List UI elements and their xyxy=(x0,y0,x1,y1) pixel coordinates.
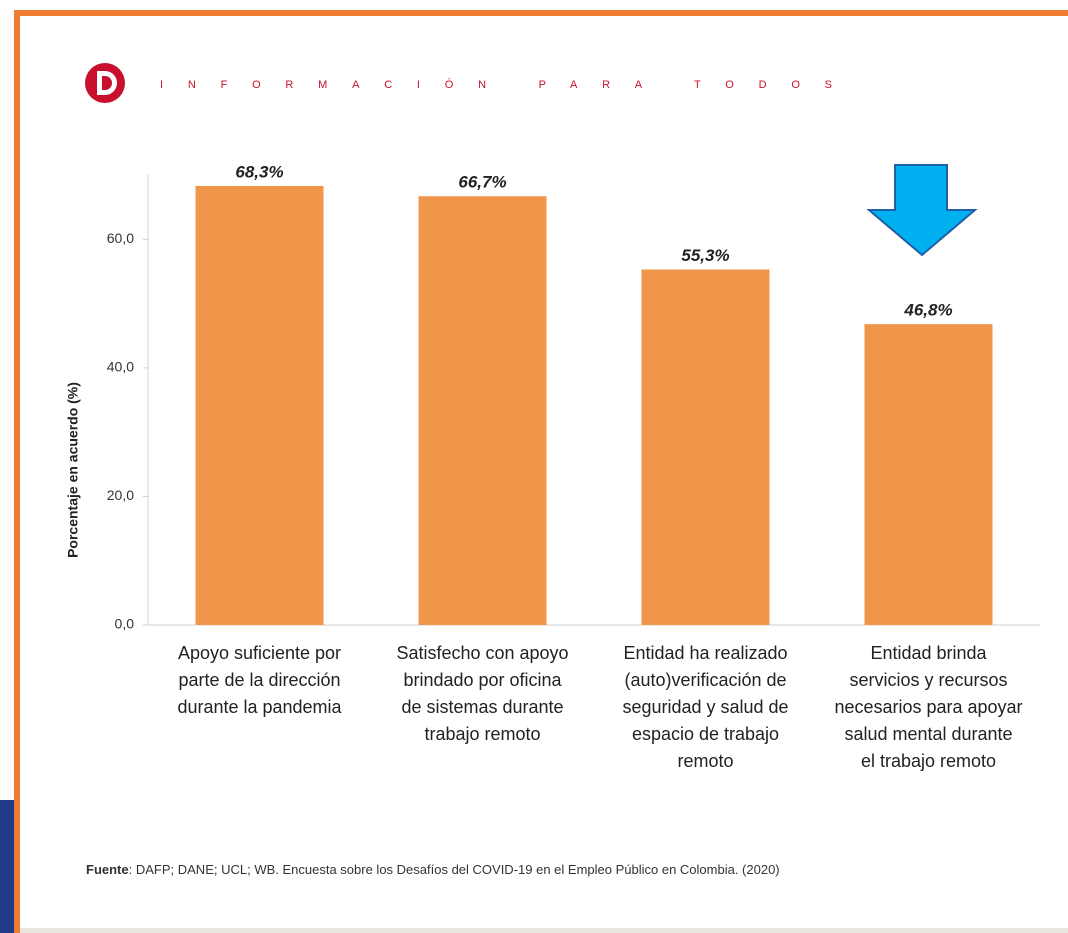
y-axis-label: Porcentaje en acuerdo (%) xyxy=(65,382,81,558)
top-border xyxy=(14,10,1068,16)
y-tick-label: 20,0 xyxy=(107,487,134,503)
value-label: 46,8% xyxy=(903,301,952,320)
x-tick-label: Satisfecho con apoyo brindado por oficin… xyxy=(396,643,569,744)
y-tick-label: 60,0 xyxy=(107,230,134,246)
bar xyxy=(418,196,547,625)
value-label: 66,7% xyxy=(458,173,506,192)
y-tick-label: 40,0 xyxy=(107,359,134,375)
bar xyxy=(641,269,770,625)
source: Fuente: DAFP; DANE; UCL; WB. Encuesta so… xyxy=(86,862,780,877)
value-label: 68,3% xyxy=(235,162,283,181)
arrow xyxy=(866,164,978,257)
logo xyxy=(85,63,125,103)
logo-glyph xyxy=(97,71,117,95)
side-block xyxy=(0,800,14,933)
source-text: : DAFP; DANE; UCL; WB. Encuesta sobre lo… xyxy=(128,862,780,877)
y-tick-label: 0,0 xyxy=(115,616,135,632)
bar xyxy=(864,324,993,625)
source-label: Fuente xyxy=(86,862,129,877)
x-tick-label: Entidad ha realizado (auto)verificación … xyxy=(622,643,789,771)
x-tick-label: Entidad brinda servicios y recursos nece… xyxy=(834,643,1023,771)
x-tick-label: Apoyo suficiente por parte de la direcci… xyxy=(177,643,342,717)
left-border xyxy=(14,10,20,933)
value-label: 55,3% xyxy=(681,246,729,265)
bottom-border xyxy=(20,928,1068,933)
bar xyxy=(195,185,324,625)
